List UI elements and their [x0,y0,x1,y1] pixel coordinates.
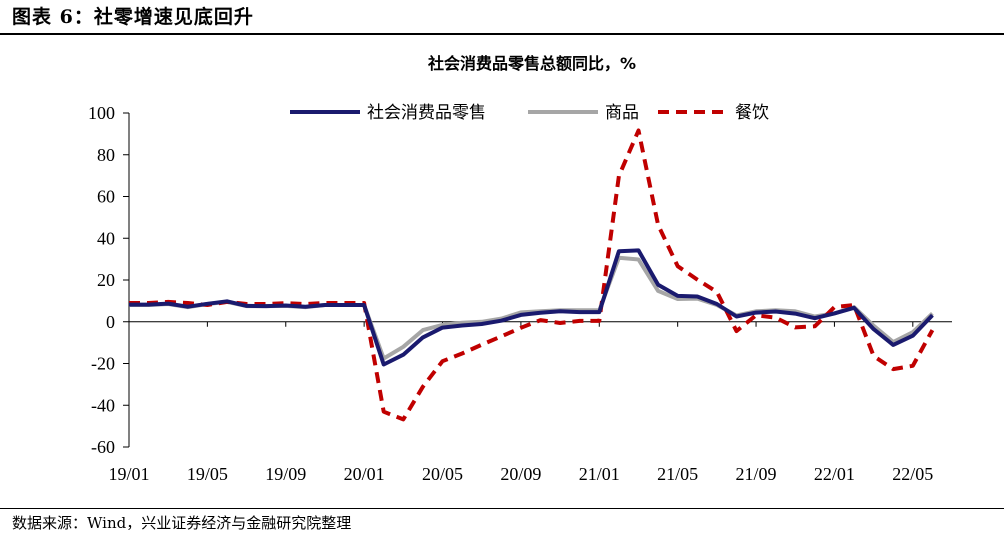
y-tick-label: 100 [88,103,115,123]
chart-legend: 社会消费品零售 商品 餐饮 [290,103,769,123]
y-tick-label: 0 [106,312,115,332]
y-tick-label: 80 [97,145,115,165]
footer-rule [0,508,1004,509]
x-tick-label: 19/05 [187,464,228,484]
x-tick-label: 19/01 [108,464,149,484]
x-tick-label: 21/05 [657,464,698,484]
y-tick-label: 20 [97,270,115,290]
x-tick-label: 20/05 [422,464,463,484]
header-rule [0,33,1004,35]
legend-label: 餐饮 [735,103,769,123]
x-tick-label: 22/01 [814,464,855,484]
y-tick-label: 40 [97,228,115,248]
chart-series [129,128,935,422]
legend-item-catering: 餐饮 [658,103,769,123]
x-tick-label: 21/01 [579,464,620,484]
source-note: 数据来源：Wind，兴业证券经济与金融研究院整理 [12,514,352,532]
series-line-goods [129,255,934,361]
x-tick-label: 21/09 [736,464,777,484]
legend-item-goods: 商品 [528,103,639,123]
x-tick-label: 22/05 [892,464,933,484]
series-line-catering [129,128,935,422]
y-tick-label: -40 [91,395,115,415]
x-tick-label: 20/09 [500,464,541,484]
legend-item-retail-total: 社会消费品零售 [290,103,486,123]
y-tick-label: -20 [91,354,115,374]
series-line-retail-total [129,248,934,367]
x-tick-label: 20/01 [344,464,385,484]
figure-header: 图表 6：社零增速见底回升 [12,6,254,28]
chart-axes: 100 80 60 40 20 0 -20 -40 -60 19/01 19/05 19/09 20/0… [88,103,952,484]
y-tick-label: -60 [91,437,115,457]
line-chart: 社会消费品零售总额同比，% 100 80 60 40 20 0 -20 -40 -60 19/01… [88,54,952,484]
legend-label: 商品 [605,103,639,123]
legend-label: 社会消费品零售 [367,103,486,123]
x-tick-label: 19/09 [265,464,306,484]
chart-title: 社会消费品零售总额同比，% [427,54,636,73]
y-tick-label: 60 [97,187,115,207]
